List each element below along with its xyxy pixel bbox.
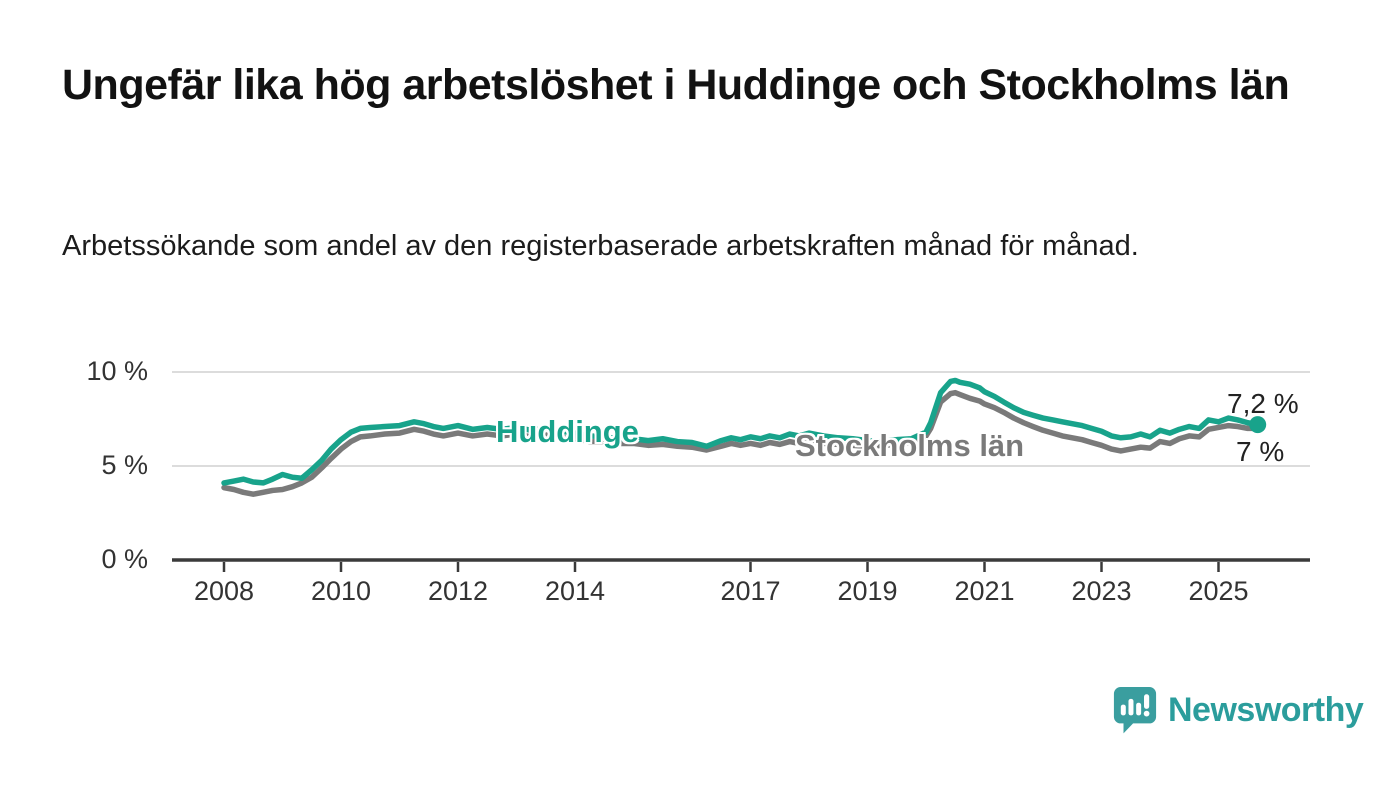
x-axis-label: 2021 <box>954 576 1015 606</box>
y-axis-label: 0 % <box>101 544 148 574</box>
page-title: Ungefär lika hög arbetslöshet i Huddinge… <box>62 61 1290 109</box>
x-axis-label: 2014 <box>544 576 606 606</box>
y-axis-label: 10 % <box>86 356 148 386</box>
line-stockholms-l-n <box>221 389 1261 497</box>
page-subtitle: Arbetssökande som andel av den registerb… <box>62 230 1139 262</box>
newsworthy-logo-text: Newsworthy <box>1168 690 1364 729</box>
x-axis-label: 2017 <box>720 576 781 606</box>
line-huddinge <box>221 377 1261 486</box>
x-axis-label: 2019 <box>837 576 898 606</box>
series-label-stockholm: Stockholms län <box>795 428 1025 463</box>
x-axis-label: 2023 <box>1071 576 1132 606</box>
newsworthy-logo: Newsworthy <box>1112 684 1364 736</box>
x-axis-label: 2012 <box>427 576 489 606</box>
end-value-label-stockholm: 7 % <box>1236 436 1285 467</box>
x-axis-label: 2025 <box>1188 576 1249 606</box>
y-axis-label: 5 % <box>101 450 148 480</box>
x-axis-label: 2010 <box>310 576 372 606</box>
x-axis-label: 2008 <box>193 576 255 606</box>
bar-chart-speech-bubble-icon <box>1113 687 1157 734</box>
series-label-huddinge: Huddinge <box>496 414 639 449</box>
end-point-dot <box>1249 416 1267 434</box>
end-value-label-huddinge: 7,2 % <box>1227 388 1299 419</box>
